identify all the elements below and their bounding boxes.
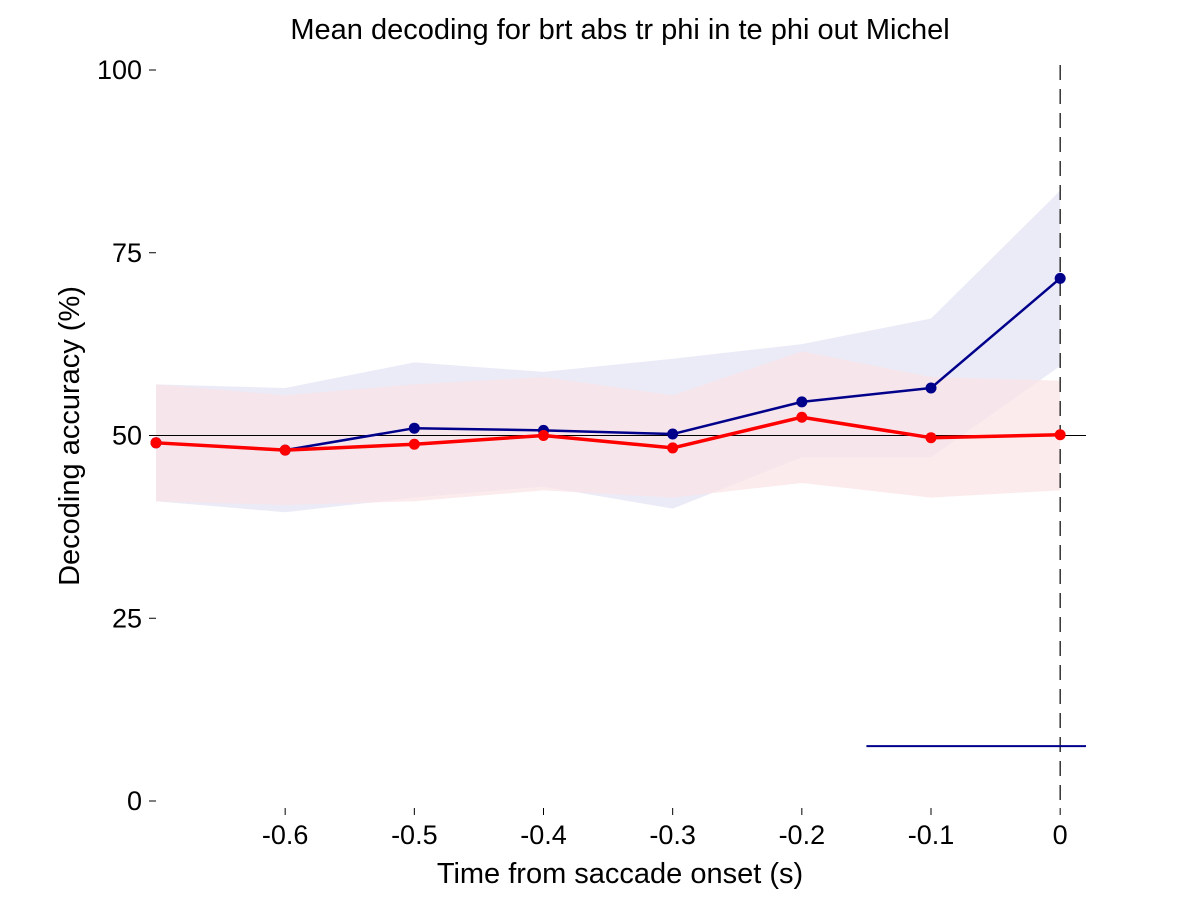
- series-line-2: [155, 415, 1061, 452]
- series-1-point: [667, 428, 679, 440]
- chart-title: Mean decoding for brt abs tr phi in te p…: [290, 14, 949, 46]
- confidence-bands: [156, 190, 1061, 513]
- x-tick-label: -0.2: [779, 820, 826, 850]
- series-line-1: [155, 277, 1061, 452]
- y-tick-label: 25: [112, 603, 142, 633]
- y-tick-label: 100: [97, 55, 142, 85]
- series-1-point: [796, 396, 808, 408]
- series-2-point: [279, 444, 291, 456]
- x-tick-label: 0: [1053, 820, 1068, 850]
- series-1-point: [925, 382, 937, 394]
- series-2-point: [667, 442, 679, 454]
- series-2-point: [796, 411, 808, 423]
- series-2-point: [925, 432, 937, 444]
- series-2-point: [538, 430, 549, 441]
- series-1-point: [1054, 272, 1066, 284]
- x-axis-label: Time from saccade onset (s): [437, 858, 803, 890]
- y-axis-label: Decoding accuracy (%): [54, 286, 86, 586]
- x-tick-label: -0.5: [391, 820, 438, 850]
- y-tick-label: 0: [127, 786, 142, 816]
- series-2-point: [150, 437, 162, 449]
- series-lines: [155, 277, 1061, 452]
- y-axis: 0 25 50 75 100: [97, 55, 156, 816]
- x-axis: -0.6 -0.5 -0.4 -0.3 -0.2 -0.1 0: [262, 808, 1068, 850]
- confidence-band-2: [156, 351, 1061, 505]
- x-tick-label: -0.3: [649, 820, 696, 850]
- series-2-point: [1054, 429, 1066, 441]
- x-tick-label: -0.6: [262, 820, 309, 850]
- y-tick-label: 75: [112, 238, 142, 268]
- x-tick-label: -0.4: [520, 820, 567, 850]
- series-points: [150, 272, 1066, 456]
- series-2-point: [408, 438, 420, 450]
- x-tick-label: -0.1: [908, 820, 955, 850]
- y-tick-label: 50: [112, 421, 142, 451]
- series-1-point: [408, 422, 420, 434]
